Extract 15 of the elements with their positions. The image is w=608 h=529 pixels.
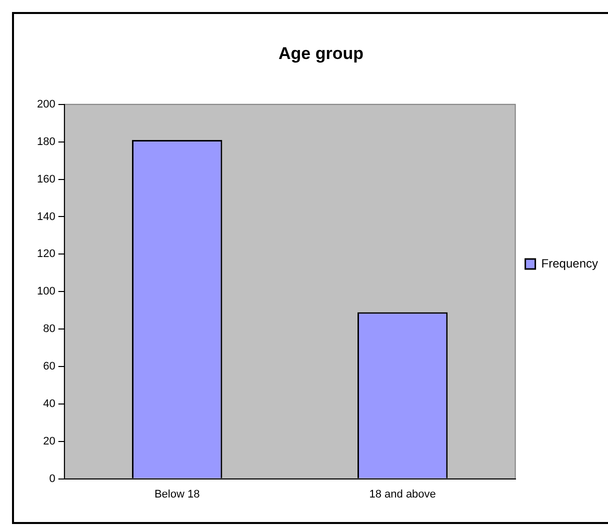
chart-title: Age group bbox=[278, 44, 364, 63]
y-tick-label: 120 bbox=[36, 248, 56, 260]
y-tick-label: 80 bbox=[43, 323, 56, 336]
y-tick-label: 100 bbox=[36, 286, 56, 298]
y-tick-label: 200 bbox=[36, 98, 56, 110]
y-tick-label: 140 bbox=[36, 210, 56, 223]
y-tick-label: 60 bbox=[43, 360, 56, 373]
y-tick-label: 40 bbox=[43, 398, 56, 410]
y-tick-label: 160 bbox=[36, 173, 56, 186]
x-tick-label: Below 18 bbox=[154, 488, 200, 500]
y-tick-label: 180 bbox=[36, 136, 56, 148]
y-tick-label: 20 bbox=[43, 435, 56, 448]
x-tick-label: 18 and above bbox=[369, 488, 436, 500]
legend-label: Frequency bbox=[541, 256, 598, 270]
y-tick-label: 0 bbox=[49, 472, 56, 485]
